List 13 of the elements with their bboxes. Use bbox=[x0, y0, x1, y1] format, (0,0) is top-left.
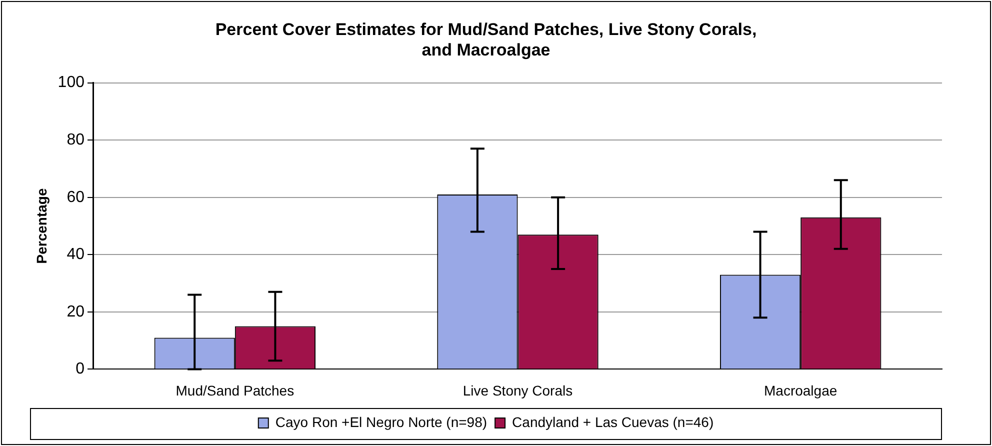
legend-label: Candyland + Las Cuevas (n=46) bbox=[512, 414, 714, 430]
x-tick-label: Mud/Sand Patches bbox=[176, 382, 294, 398]
x-tick-label: Live Stony Corals bbox=[462, 382, 573, 398]
y-tick-label: 100 bbox=[58, 74, 85, 92]
y-tick-label: 20 bbox=[66, 303, 85, 320]
y-tick-label: 40 bbox=[66, 246, 85, 264]
legend-label: Cayo Ron +El Negro Norte (n=98) bbox=[275, 414, 488, 430]
y-tick-label: 80 bbox=[66, 131, 85, 148]
x-tick-label: Macroalgae bbox=[764, 382, 838, 398]
chart-title: Percent Cover Estimates for Mud/Sand Patches, Live Stony Corals, and Macroalgae bbox=[215, 20, 757, 60]
y-axis-title: Percentage bbox=[33, 188, 50, 264]
y-tick-label: 60 bbox=[66, 188, 85, 206]
y-tick-label: 0 bbox=[76, 360, 85, 378]
